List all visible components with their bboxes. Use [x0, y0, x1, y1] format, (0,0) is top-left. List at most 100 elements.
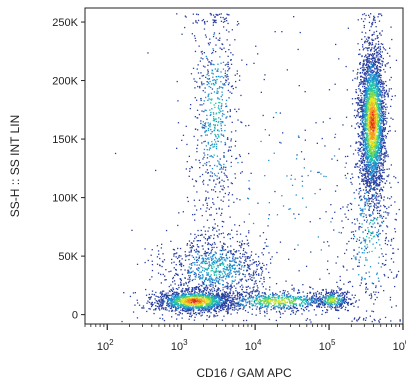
- event-point: [224, 141, 226, 144]
- event-point: [199, 77, 201, 80]
- event-point: [179, 312, 181, 314]
- event-point: [175, 299, 177, 301]
- event-point: [368, 82, 370, 84]
- event-point: [162, 304, 164, 306]
- event-point: [237, 309, 239, 311]
- event-point: [348, 240, 350, 243]
- event-point: [395, 219, 397, 221]
- event-point: [363, 79, 365, 82]
- event-point: [358, 126, 361, 128]
- event-point: [216, 175, 218, 177]
- event-point: [394, 228, 396, 230]
- event-point: [202, 248, 204, 250]
- event-point: [279, 291, 281, 293]
- event-point: [362, 134, 365, 136]
- event-point: [381, 60, 383, 62]
- event-point: [221, 245, 223, 247]
- event-point: [374, 293, 376, 296]
- event-point: [380, 91, 382, 93]
- event-point: [395, 177, 397, 179]
- event-point: [340, 302, 342, 304]
- event-point: [222, 232, 224, 234]
- event-point: [366, 56, 368, 59]
- event-point: [287, 291, 289, 293]
- event-point: [241, 171, 243, 173]
- event-point: [375, 155, 377, 158]
- event-point: [188, 287, 190, 289]
- event-point: [231, 299, 233, 301]
- event-point: [368, 169, 370, 171]
- event-point: [204, 34, 207, 36]
- event-point: [247, 256, 249, 258]
- event-point: [363, 128, 365, 131]
- event-point: [202, 19, 205, 21]
- event-point: [338, 306, 340, 308]
- event-point: [315, 296, 317, 298]
- event-point: [378, 320, 380, 322]
- event-point: [204, 230, 206, 232]
- event-point: [346, 89, 348, 91]
- event-point: [231, 295, 233, 297]
- event-point: [373, 83, 375, 85]
- event-point: [235, 80, 237, 83]
- event-point: [197, 64, 199, 66]
- event-point: [203, 52, 205, 54]
- event-point: [188, 312, 190, 314]
- event-point: [195, 159, 197, 161]
- event-point: [258, 292, 260, 295]
- event-point: [382, 159, 384, 161]
- event-point: [168, 297, 170, 300]
- event-point: [381, 181, 384, 183]
- event-point: [356, 319, 358, 321]
- event-point: [164, 275, 166, 277]
- event-point: [260, 307, 262, 309]
- event-point: [199, 60, 201, 62]
- event-point: [178, 212, 180, 214]
- event-point: [370, 294, 373, 296]
- event-point: [369, 154, 371, 157]
- event-point: [362, 126, 364, 128]
- event-point: [240, 280, 242, 282]
- event-point: [360, 137, 362, 139]
- event-point: [201, 126, 203, 128]
- event-point: [378, 88, 381, 90]
- event-point: [219, 302, 221, 304]
- event-point: [147, 52, 149, 54]
- event-point: [357, 253, 359, 255]
- event-point: [293, 296, 295, 298]
- event-point: [352, 302, 354, 304]
- event-point: [194, 294, 196, 296]
- event-point: [170, 284, 172, 286]
- event-point: [366, 158, 368, 160]
- event-point: [258, 260, 260, 263]
- event-point: [160, 298, 162, 300]
- event-point: [306, 296, 308, 298]
- event-point: [390, 240, 393, 242]
- event-point: [364, 41, 366, 43]
- event-point: [224, 298, 226, 300]
- event-point: [203, 253, 205, 255]
- event-point: [377, 149, 379, 151]
- event-point: [383, 48, 385, 50]
- event-point: [380, 119, 382, 121]
- event-point: [194, 316, 196, 318]
- event-point: [206, 315, 208, 317]
- event-point: [363, 183, 365, 186]
- event-point: [229, 299, 231, 302]
- event-point: [358, 97, 360, 99]
- event-point: [188, 318, 190, 320]
- event-point: [355, 163, 357, 165]
- event-point: [306, 299, 309, 302]
- event-point: [384, 107, 386, 109]
- event-point: [387, 214, 389, 216]
- event-point: [209, 253, 211, 255]
- event-point: [390, 244, 392, 246]
- event-point: [151, 264, 154, 266]
- event-point: [222, 189, 224, 191]
- event-point: [212, 189, 215, 191]
- event-point: [162, 290, 164, 292]
- event-point: [314, 302, 317, 304]
- event-point: [389, 66, 391, 69]
- event-point: [376, 72, 378, 75]
- event-point: [337, 256, 339, 258]
